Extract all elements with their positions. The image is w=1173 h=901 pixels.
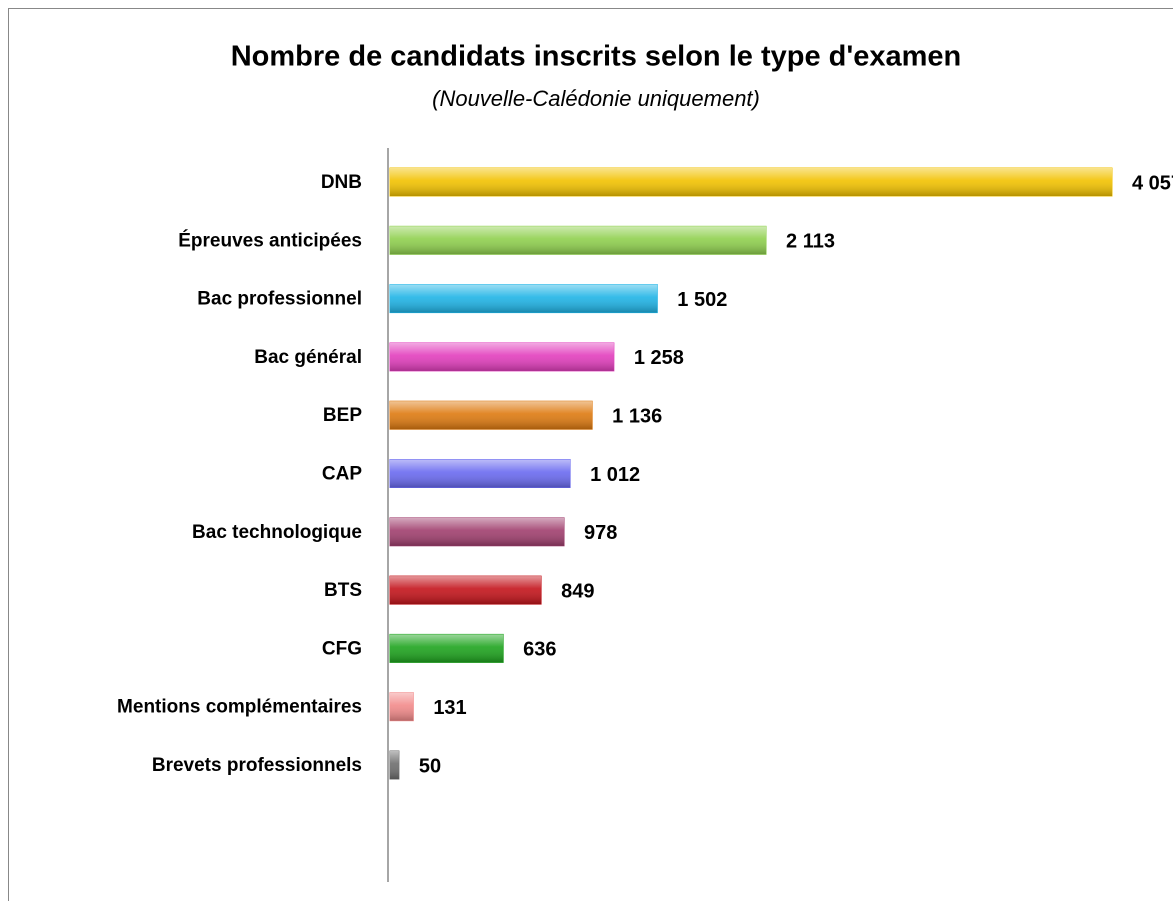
category-label: CAP <box>322 464 362 485</box>
value-label: 849 <box>561 580 594 602</box>
value-label: 4 057 <box>1132 172 1173 194</box>
category-label: BEP <box>323 405 362 426</box>
bar-highlight <box>390 751 399 779</box>
value-label: 1 012 <box>590 464 640 486</box>
bar-highlight <box>390 459 571 488</box>
bar-highlight <box>390 576 542 605</box>
value-label: 2 113 <box>786 231 835 253</box>
chart-title: Nombre de candidats inscrits selon le ty… <box>231 41 962 73</box>
bar-highlight <box>390 284 658 313</box>
bar-highlight <box>390 517 565 546</box>
category-label: Bac général <box>254 347 362 368</box>
bar-highlight <box>390 401 593 430</box>
category-label: Épreuves anticipées <box>178 229 362 251</box>
value-label: 978 <box>584 522 617 544</box>
value-label: 1 502 <box>677 289 727 311</box>
category-label: DNB <box>321 172 362 193</box>
value-label: 131 <box>433 697 466 719</box>
category-label: Mentions complémentaires <box>117 697 362 718</box>
category-label: Bac professionnel <box>197 289 362 310</box>
category-label: BTS <box>324 580 362 601</box>
bar-highlight <box>390 226 767 255</box>
value-label: 1 136 <box>612 405 662 427</box>
value-label: 1 258 <box>634 347 684 369</box>
value-label: 636 <box>523 639 556 661</box>
category-label: Bac technologique <box>192 522 362 543</box>
chart-subtitle: (Nouvelle-Calédonie uniquement) <box>432 86 760 111</box>
bar-highlight <box>390 168 1112 196</box>
bar-highlight <box>390 692 414 721</box>
bar-highlight <box>390 634 504 663</box>
category-label: Brevets professionnels <box>152 755 362 776</box>
category-label: CFG <box>322 638 362 659</box>
chart-border <box>8 8 1173 901</box>
bar-highlight <box>390 342 614 371</box>
value-label: 50 <box>419 755 441 777</box>
